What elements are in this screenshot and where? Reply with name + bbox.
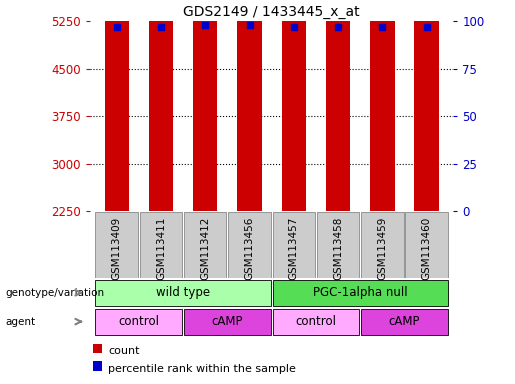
Text: GSM113460: GSM113460 [422,217,432,280]
Bar [95,309,182,334]
Text: wild type: wild type [156,286,210,299]
Text: control: control [296,315,336,328]
Text: GSM113412: GSM113412 [200,217,210,280]
Text: count: count [108,346,140,356]
Bar [228,212,271,278]
Title: GDS2149 / 1433445_x_at: GDS2149 / 1433445_x_at [183,5,360,19]
Bar [272,309,359,334]
Bar [415,0,439,211]
Bar [361,309,448,334]
Bar [272,212,315,278]
Bar [237,0,262,211]
Bar [95,212,138,278]
Bar [282,0,306,211]
Text: GSM113457: GSM113457 [289,217,299,280]
Bar [95,280,271,306]
Text: GSM113459: GSM113459 [377,217,387,280]
Bar [361,212,404,278]
Text: GSM113458: GSM113458 [333,217,343,280]
Bar [193,0,217,211]
Text: cAMP: cAMP [212,315,243,328]
Bar [149,21,173,211]
Text: GSM113456: GSM113456 [245,217,254,280]
Bar [140,212,182,278]
Text: control: control [118,315,159,328]
Bar [184,212,227,278]
Text: agent: agent [5,316,35,327]
Text: percentile rank within the sample: percentile rank within the sample [108,364,296,374]
Text: GSM113411: GSM113411 [156,217,166,280]
Bar [184,309,271,334]
Bar [370,0,394,211]
Text: PGC-1alpha null: PGC-1alpha null [313,286,407,299]
Bar [405,212,448,278]
Text: GSM113409: GSM113409 [112,217,122,280]
Bar [272,280,448,306]
Bar [326,0,350,211]
Text: cAMP: cAMP [389,315,420,328]
Bar [317,212,359,278]
Bar [105,20,129,211]
Text: genotype/variation: genotype/variation [5,288,104,298]
